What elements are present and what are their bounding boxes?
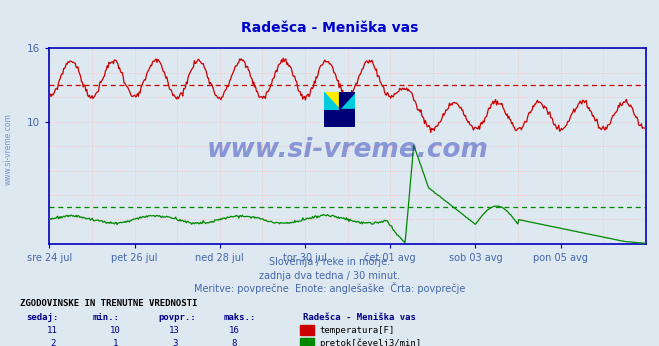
Text: maks.:: maks.: xyxy=(224,313,256,322)
Text: 11: 11 xyxy=(47,326,58,335)
Polygon shape xyxy=(324,92,339,109)
Text: ZGODOVINSKE IN TRENUTNE VREDNOSTI: ZGODOVINSKE IN TRENUTNE VREDNOSTI xyxy=(20,299,197,308)
Text: 8: 8 xyxy=(231,339,237,346)
Text: www.si-vreme.com: www.si-vreme.com xyxy=(207,137,488,163)
Text: Radešca - Meniška vas: Radešca - Meniška vas xyxy=(241,21,418,35)
Text: 2: 2 xyxy=(50,339,55,346)
Text: zadnja dva tedna / 30 minut.: zadnja dva tedna / 30 minut. xyxy=(259,271,400,281)
Text: pretok[čevelj3/min]: pretok[čevelj3/min] xyxy=(320,339,422,346)
Polygon shape xyxy=(339,92,355,109)
Text: Radešca - Meniška vas: Radešca - Meniška vas xyxy=(303,313,416,322)
Text: 10: 10 xyxy=(110,326,121,335)
Text: 1: 1 xyxy=(113,339,118,346)
Text: 3: 3 xyxy=(172,339,177,346)
Text: Meritve: povprečne  Enote: anglešaške  Črta: povprečje: Meritve: povprečne Enote: anglešaške Črt… xyxy=(194,282,465,294)
Text: Slovenija / reke in morje.: Slovenija / reke in morje. xyxy=(269,257,390,267)
Text: 16: 16 xyxy=(229,326,239,335)
Text: temperatura[F]: temperatura[F] xyxy=(320,326,395,335)
Text: www.si-vreme.com: www.si-vreme.com xyxy=(3,113,13,185)
Bar xyxy=(339,92,355,109)
Text: povpr.:: povpr.: xyxy=(158,313,196,322)
Text: sedaj:: sedaj: xyxy=(26,313,59,322)
Text: min.:: min.: xyxy=(92,313,119,322)
Bar xyxy=(324,109,355,127)
Bar xyxy=(324,92,339,109)
Text: 13: 13 xyxy=(169,326,180,335)
